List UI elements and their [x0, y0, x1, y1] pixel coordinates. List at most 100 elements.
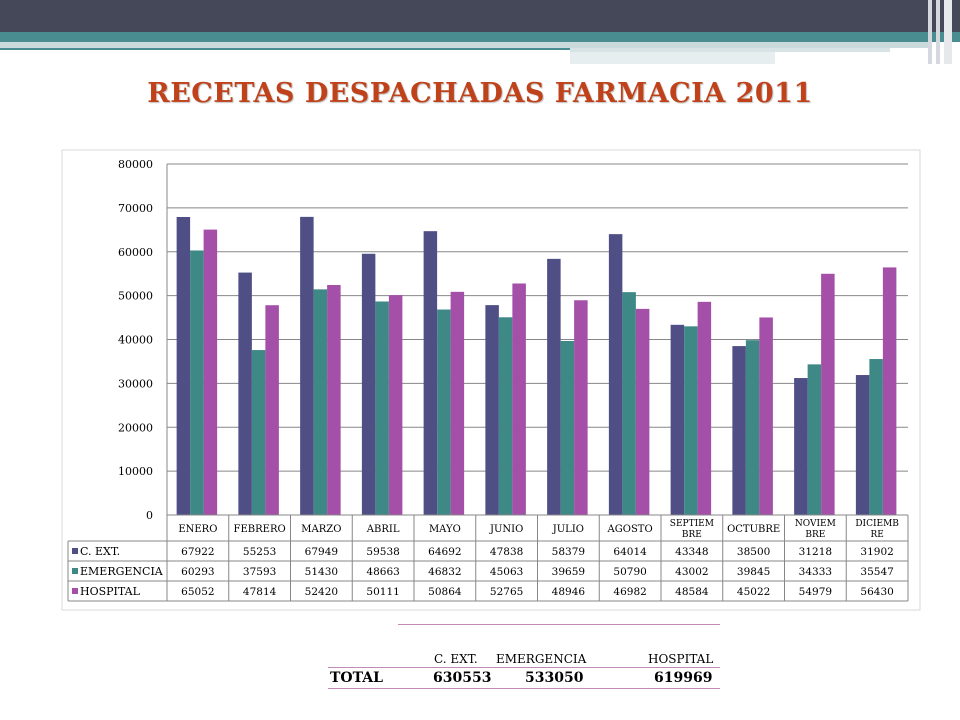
bar: [203, 229, 218, 515]
y-tick-label: 10000: [118, 465, 153, 478]
y-tick-label: 0: [146, 509, 153, 522]
header-accent-bar: [0, 32, 960, 42]
y-tick-label: 40000: [118, 334, 153, 347]
bar: [437, 309, 451, 515]
bar: [794, 378, 808, 515]
bar: [450, 291, 465, 515]
data-label: 50111: [366, 586, 399, 598]
bar: [855, 375, 870, 515]
data-label: 59538: [366, 546, 399, 558]
y-tick-label: 30000: [118, 377, 153, 390]
totals-value-emergencia: 533050: [525, 670, 584, 686]
legend-key: [72, 568, 78, 574]
data-label: 52420: [305, 586, 338, 598]
totals-bottom-line: [328, 688, 720, 689]
bar: [821, 273, 835, 515]
header-line-short: [570, 48, 890, 52]
series-name: EMERGENCIA: [80, 565, 164, 578]
data-label: 43348: [675, 546, 708, 558]
bar: [560, 340, 575, 515]
bar: [327, 285, 341, 515]
corner-decoration: [944, 0, 952, 64]
bar: [732, 346, 746, 515]
data-label: 48946: [552, 586, 586, 598]
y-tick-label: 20000: [118, 421, 153, 434]
bar: [608, 234, 623, 515]
y-tick-label: 80000: [118, 158, 153, 171]
totals-header-hospital: HOSPITAL: [648, 652, 714, 666]
totals-value-hospital: 619969: [654, 670, 713, 686]
bar: [375, 301, 389, 515]
category-label: JULIO: [552, 524, 584, 535]
bar: [190, 250, 204, 515]
data-label: 31902: [860, 546, 893, 558]
legend-key: [72, 588, 78, 594]
bar: [388, 295, 403, 515]
bar: [251, 350, 266, 515]
data-label: 48584: [675, 586, 709, 598]
category-label: MARZO: [301, 524, 341, 535]
series-name: C. EXT.: [80, 545, 120, 558]
bar: [498, 317, 513, 515]
y-tick-label: 70000: [118, 202, 153, 215]
data-label: 67949: [305, 546, 338, 558]
y-tick-label: 50000: [118, 290, 153, 303]
bar: [622, 292, 636, 515]
bar: [635, 308, 650, 515]
bar: [574, 300, 588, 515]
data-label: 67922: [181, 546, 214, 558]
data-label: 48663: [366, 566, 399, 578]
header-line: [0, 42, 930, 48]
totals-header-c-ext: C. EXT.: [434, 652, 478, 666]
data-label: 37593: [243, 566, 276, 578]
data-label: 39845: [737, 566, 770, 578]
data-label: 51430: [305, 566, 338, 578]
data-label: 45022: [737, 586, 770, 598]
totals-label: TOTAL: [330, 670, 383, 686]
data-label: 54979: [799, 586, 832, 598]
data-label: 38500: [737, 546, 770, 558]
category-label: ABRIL: [366, 524, 400, 535]
header-bar: [0, 0, 960, 32]
category-label: OCTUBRE: [727, 524, 780, 535]
data-label: 58379: [552, 546, 585, 558]
bar: [176, 216, 191, 515]
data-label: 47838: [490, 546, 523, 558]
bar: [313, 289, 328, 515]
data-label: 46982: [613, 586, 646, 598]
data-label: 50864: [428, 586, 462, 598]
data-label: 64692: [428, 546, 461, 558]
data-label: 56430: [860, 586, 893, 598]
bar: [361, 253, 376, 515]
category-label: JUNIO: [489, 524, 523, 535]
bar: [265, 305, 279, 515]
totals-header-emergencia: EMERGENCIA: [496, 652, 587, 666]
legend-key: [72, 548, 78, 554]
bar: [882, 267, 897, 515]
bar: [238, 272, 252, 515]
category-label: SEPTIEM BRE: [670, 519, 714, 540]
bar: [684, 326, 698, 515]
bar: [485, 305, 499, 515]
totals-value-c-ext: 630553: [433, 670, 492, 686]
category-label: AGOSTO: [607, 524, 653, 535]
category-label: NOVIEM BRE: [795, 519, 836, 540]
bar: [300, 216, 314, 515]
bar: [423, 231, 438, 515]
bar: [745, 340, 760, 515]
header-thin-line: [0, 48, 570, 50]
data-label: 55253: [243, 546, 276, 558]
data-label: 45063: [490, 566, 523, 578]
corner-decoration: [928, 0, 932, 64]
data-label: 65052: [181, 586, 214, 598]
totals-top-line: [398, 624, 720, 625]
data-label: 39659: [552, 566, 585, 578]
data-label: 60293: [181, 566, 214, 578]
data-label: 50790: [613, 566, 646, 578]
category-label: MAYO: [429, 524, 461, 535]
header-line-shorter: [570, 52, 775, 64]
bar: [807, 364, 822, 515]
bar: [512, 283, 526, 515]
bar: [759, 317, 773, 515]
